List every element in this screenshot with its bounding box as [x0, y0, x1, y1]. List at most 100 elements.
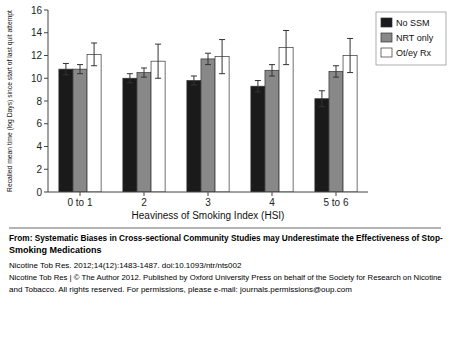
error-cap: [127, 73, 133, 74]
error-bar: [191, 76, 197, 85]
error-line: [65, 63, 66, 74]
error-line: [129, 74, 130, 83]
error-cap: [205, 53, 211, 54]
error-line: [286, 30, 287, 64]
y-tick-label: 12: [31, 50, 43, 61]
x-tick: [272, 192, 273, 196]
bar: [201, 59, 215, 192]
error-line: [193, 76, 194, 85]
axes: 02468101214160 to 12345 to 6: [31, 5, 368, 209]
y-tick: [44, 146, 48, 147]
caption-line: Nicotine Tob Res | © The Author 2012. Pu…: [9, 273, 442, 282]
error-bar: [347, 38, 353, 72]
error-cap: [205, 64, 211, 65]
y-axis-label: Recalled mean time (log Days) since star…: [6, 10, 14, 192]
y-tick: [44, 10, 48, 11]
bar: [265, 70, 279, 192]
legend: No SSM NRT only Ot/ey Rx: [376, 12, 446, 65]
error-line: [94, 43, 95, 66]
separator: [9, 228, 441, 229]
error-bar: [141, 68, 147, 77]
bar: [137, 73, 151, 192]
error-bar: [205, 53, 211, 64]
error-cap: [333, 77, 339, 78]
x-tick: [336, 192, 337, 196]
error-line: [321, 91, 322, 107]
legend-label: NRT only: [396, 33, 434, 43]
error-cap: [63, 63, 69, 64]
y-tick: [44, 78, 48, 79]
y-tick: [44, 55, 48, 56]
error-cap: [269, 75, 275, 76]
bars: [59, 30, 357, 192]
error-line: [222, 40, 223, 74]
y-tick-label: 16: [31, 5, 43, 16]
error-cap: [219, 39, 225, 40]
bar: [87, 54, 101, 192]
error-line: [158, 44, 159, 78]
error-bar: [255, 81, 261, 92]
legend-swatch: [381, 33, 392, 42]
error-cap: [319, 90, 325, 91]
error-cap: [347, 72, 353, 73]
error-cap: [319, 106, 325, 107]
error-cap: [77, 73, 83, 74]
x-tick-label: 2: [141, 197, 147, 208]
error-bar: [77, 65, 83, 74]
y-tick-label: 6: [36, 118, 42, 129]
error-bar: [219, 40, 225, 74]
error-cap: [255, 91, 261, 92]
y-tick: [44, 32, 48, 33]
error-cap: [283, 64, 289, 65]
error-line: [144, 68, 145, 77]
y-tick: [44, 101, 48, 102]
bar: [315, 99, 329, 192]
error-cap: [191, 85, 197, 86]
error-bar: [155, 44, 161, 78]
error-cap: [333, 65, 339, 66]
error-line: [80, 65, 81, 74]
x-tick-label: 5 to 6: [323, 197, 348, 208]
error-cap: [155, 78, 161, 79]
x-tick: [80, 192, 81, 196]
error-bar: [269, 65, 275, 76]
error-cap: [283, 30, 289, 31]
y-tick-label: 10: [31, 73, 43, 84]
error-cap: [91, 42, 97, 43]
error-line: [272, 65, 273, 76]
y-tick: [44, 169, 48, 170]
error-cap: [63, 74, 69, 75]
error-cap: [77, 64, 83, 65]
caption-line: From: Systematic Biases in Cross-section…: [9, 234, 443, 243]
y-tick-label: 4: [36, 141, 42, 152]
chart: 02468101214160 to 12345 to 6Heaviness of…: [0, 0, 450, 338]
error-cap: [127, 82, 133, 83]
error-cap: [219, 73, 225, 74]
x-tick-label: 0 to 1: [67, 197, 92, 208]
bar: [215, 57, 229, 192]
error-cap: [155, 44, 161, 45]
y-tick-label: 8: [36, 96, 42, 107]
x-tick-label: 3: [205, 197, 211, 208]
bar: [187, 81, 201, 192]
error-cap: [191, 75, 197, 76]
bar: [73, 69, 87, 192]
caption-line: Smoking Medications: [9, 245, 102, 255]
error-line: [336, 66, 337, 77]
y-tick-label: 0: [36, 187, 42, 198]
error-bar: [283, 30, 289, 64]
legend-swatch: [381, 48, 392, 57]
y-tick: [44, 123, 48, 124]
legend-frame: [376, 12, 446, 65]
legend-label: Ot/ey Rx: [396, 48, 432, 58]
y-tick: [44, 192, 48, 193]
bar: [59, 69, 73, 192]
bar: [123, 78, 137, 192]
bar: [329, 71, 343, 192]
error-bar: [63, 63, 69, 74]
x-tick-label: 4: [269, 197, 275, 208]
error-line: [208, 53, 209, 64]
legend-label: No SSM: [396, 18, 430, 28]
error-cap: [347, 38, 353, 39]
bar: [151, 61, 165, 192]
